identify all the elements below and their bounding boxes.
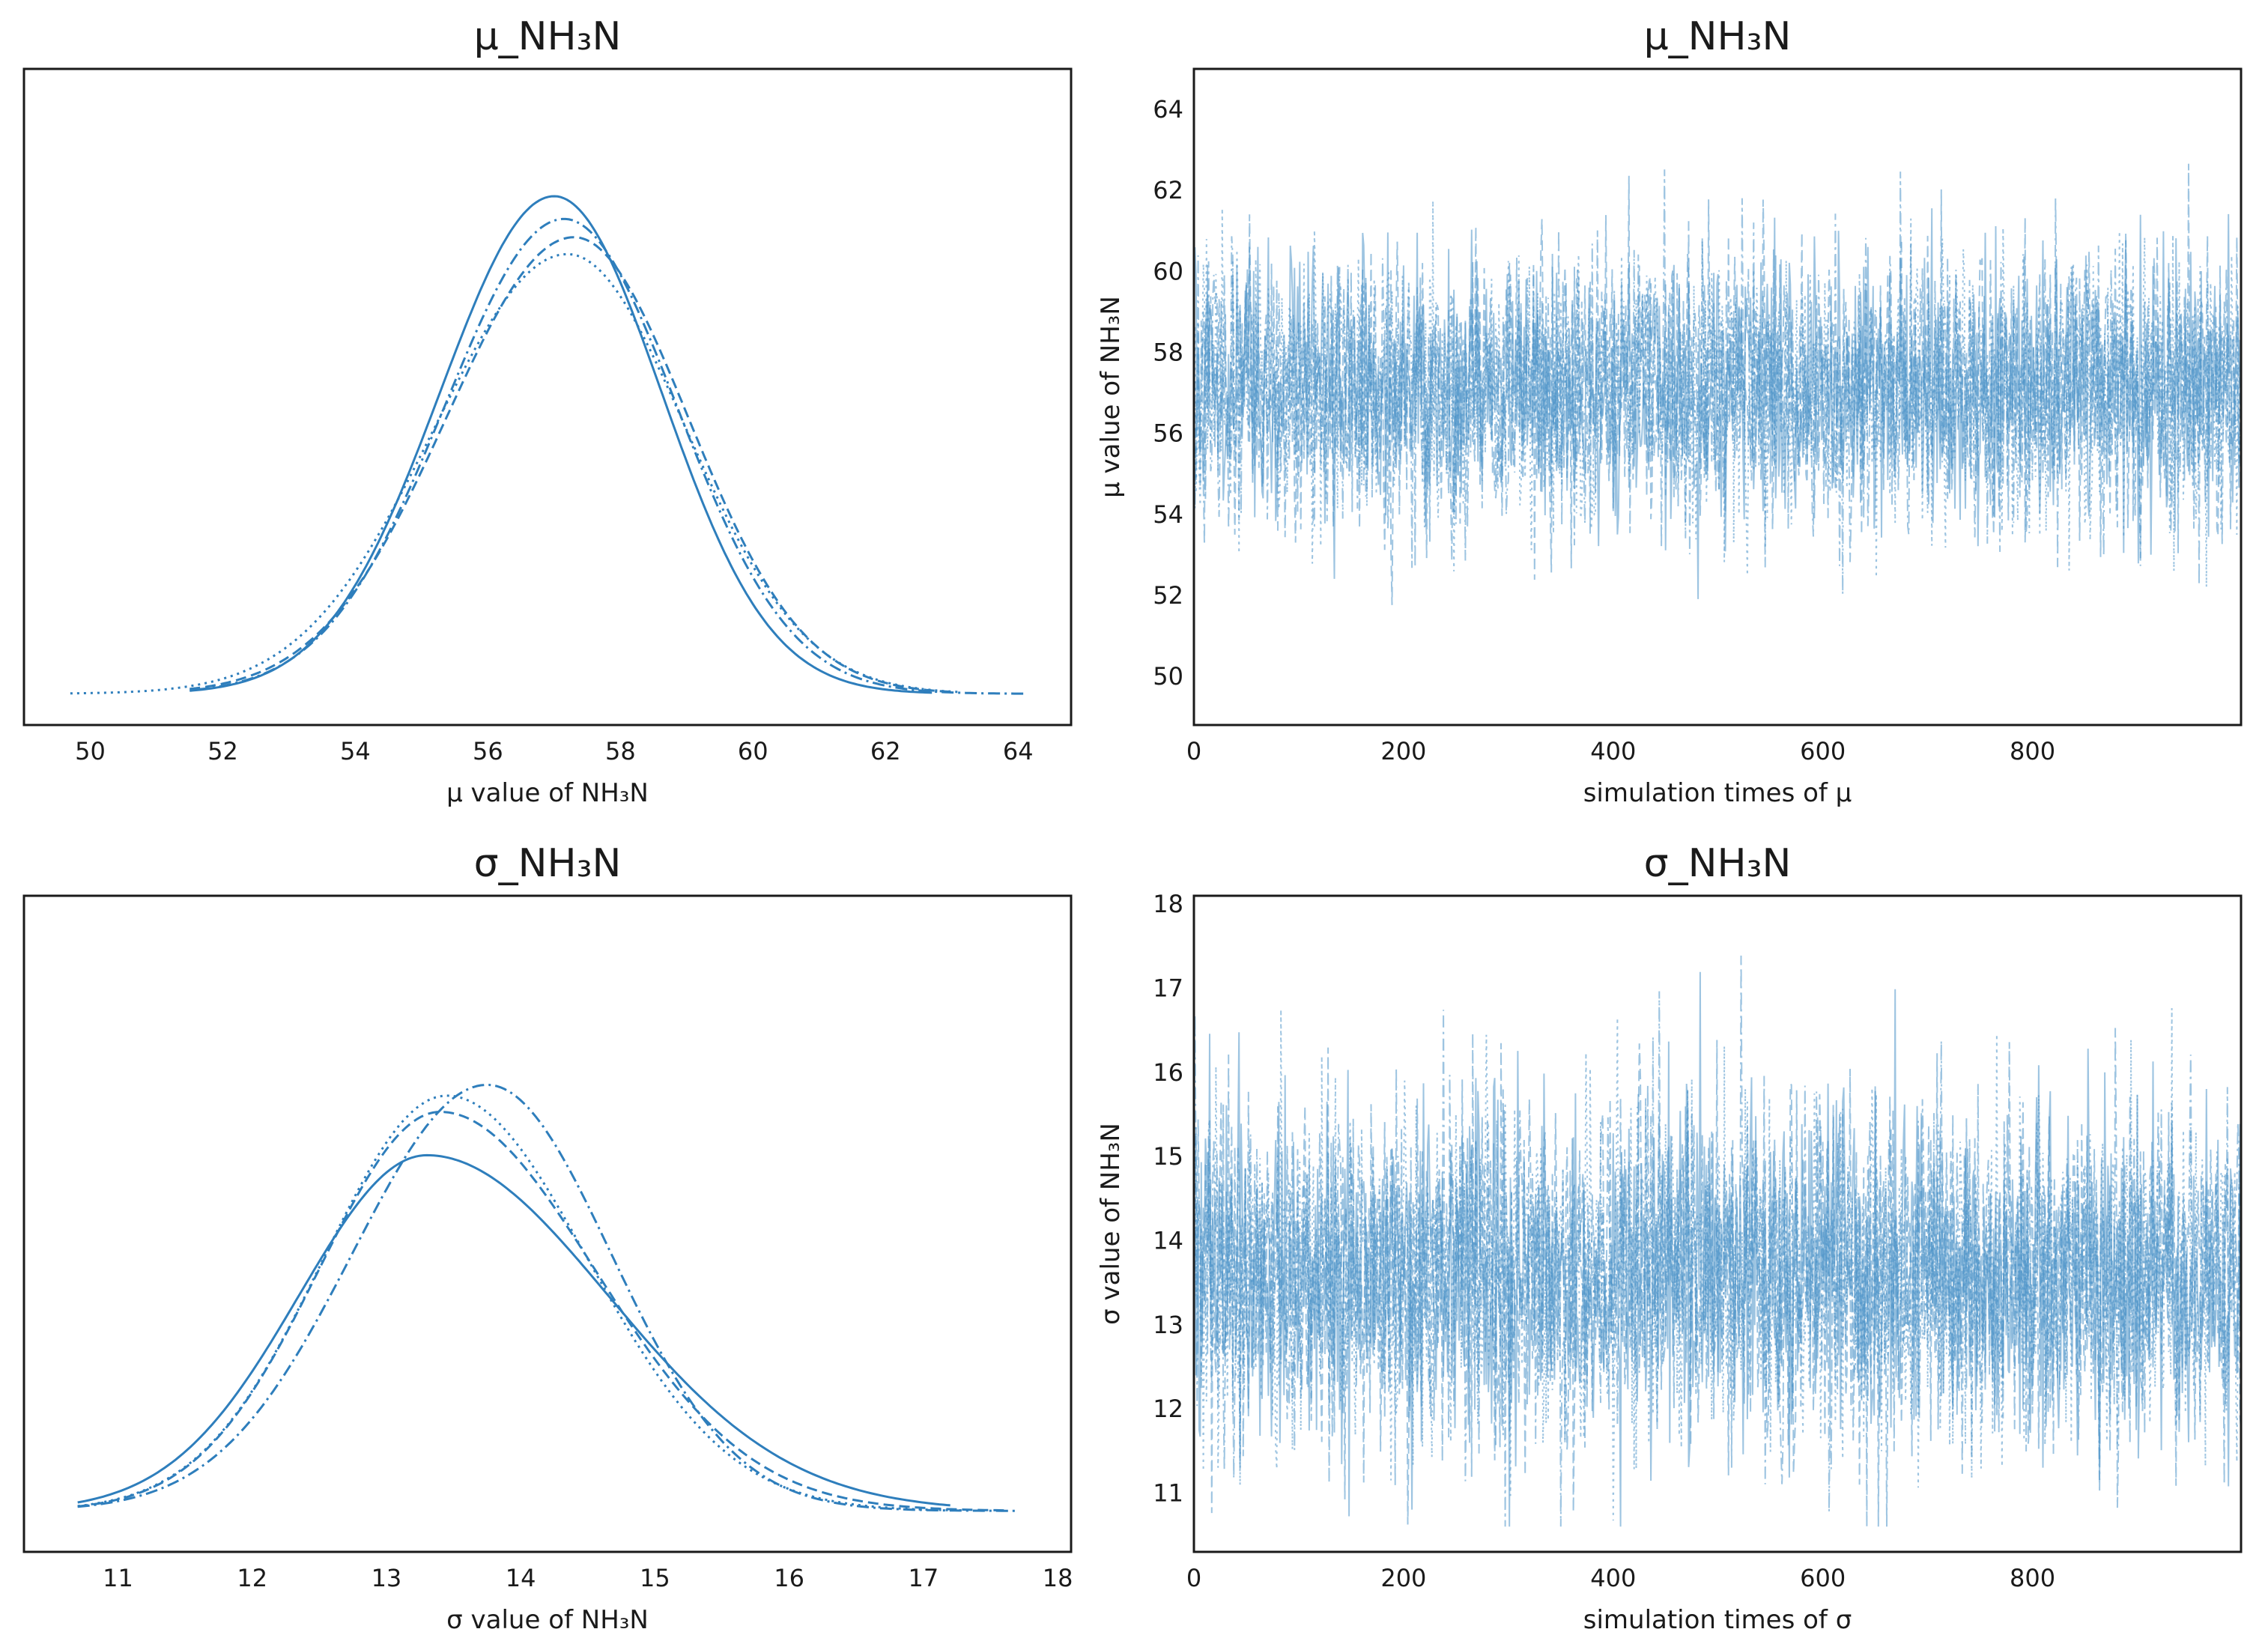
sigma_kde-xtick-label: 12 [237, 1564, 267, 1592]
sigma_kde-chain-2-line [77, 1110, 1004, 1512]
sigma_kde-chain-3-line [77, 1094, 964, 1512]
mu_trace-ytick-label: 52 [1153, 581, 1183, 610]
sigma_kde-xtick-label: 13 [372, 1564, 402, 1592]
mu_kde-xtick-label: 56 [473, 737, 503, 765]
mu_kde-xtick-label: 54 [340, 737, 371, 765]
sigma_kde-xtick-label: 15 [640, 1564, 670, 1592]
sigma_kde-plot-area [77, 1084, 1018, 1512]
sigma_trace-ytick-label: 11 [1153, 1478, 1183, 1507]
sigma_trace-ytick-label: 17 [1153, 974, 1183, 1003]
sigma_trace-xtick-label: 800 [2010, 1564, 2055, 1592]
sigma_trace-ytick-label: 12 [1153, 1395, 1183, 1423]
sigma_kde-xlabel: σ value of NH₃N [446, 1605, 649, 1635]
sigma_kde-chain-1-line [77, 1153, 950, 1507]
mu_trace-chain-2-trace [1194, 163, 2241, 605]
sigma_trace-ytick-label: 16 [1153, 1058, 1183, 1087]
sigma_trace-chain-2-trace [1194, 1033, 2241, 1527]
mu_trace-ytick-label: 50 [1153, 662, 1183, 691]
sigma_trace-xtick-label: 400 [1590, 1564, 1636, 1592]
mu_kde-chain-4-line [195, 217, 1025, 695]
sigma_kde-frame [22, 894, 1073, 1553]
mu_trace-title: μ_NH₃N [1644, 14, 1792, 59]
mu_kde-xtick-label: 60 [738, 737, 768, 765]
sigma_trace-ytick-label: 14 [1153, 1226, 1183, 1255]
mu_trace-xtick-label: 800 [2010, 737, 2055, 765]
mu_kde-xtick-label: 62 [870, 737, 901, 765]
sigma_kde-xtick-label: 18 [1043, 1564, 1073, 1592]
mu_kde-panel: μ_NH₃N 50 52 54 56 58 60 62 64 μ value of NH₃N [22, 14, 1073, 808]
sigma_trace-frame [1192, 894, 2243, 1553]
sigma_trace-chain-4-trace [1194, 955, 2241, 1527]
sigma_trace-xlabel: simulation times of σ [1583, 1605, 1852, 1635]
mu_trace-ylabel: μ value of NH₃N [1096, 296, 1126, 498]
mu_trace-xtick-label: 400 [1590, 737, 1636, 765]
mu_trace-ytick-label: 60 [1153, 257, 1183, 285]
mu_kde-chain-2-line [189, 236, 952, 694]
sigma_trace-plot-area [1194, 955, 2241, 1527]
sigma_trace-xtick-label: 0 [1186, 1564, 1201, 1592]
mu_kde-xtick-label: 50 [75, 737, 106, 765]
sigma_kde-xtick-label: 14 [506, 1564, 536, 1592]
sigma_trace-title: σ_NH₃N [1644, 841, 1792, 886]
mu_kde-xtick-label: 64 [1003, 737, 1034, 765]
sigma_kde-xtick-label: 17 [908, 1564, 939, 1592]
sigma_trace-ylabel: σ value of NH₃N [1096, 1123, 1126, 1325]
mu_trace-panel: μ_NH₃N 0 200 400 600 800 50 52 54 56 58 60 62 64 simul… [1096, 14, 2243, 808]
mu_kde-xtick-label: 58 [605, 737, 636, 765]
mu_trace-ytick-label: 56 [1153, 419, 1183, 448]
mu_trace-xlabel: simulation times of μ [1583, 778, 1852, 808]
mu_kde-xtick-label: 52 [207, 737, 238, 765]
sigma_kde-chain-4-line [77, 1084, 1018, 1512]
mu_trace-ytick-label: 64 [1153, 95, 1183, 124]
mu_trace-ytick-label: 54 [1153, 500, 1183, 529]
mu_trace-xtick-label: 200 [1380, 737, 1426, 765]
sigma_kde-panel: σ_NH₃N 11 12 13 14 15 16 17 18 σ value of NH₃N [22, 841, 1073, 1635]
mu_kde-frame [22, 67, 1073, 727]
mu_trace-chain-4-trace [1194, 169, 2241, 595]
mu_kde-chain-3-line [70, 252, 959, 695]
mu_trace-xtick-label: 0 [1186, 737, 1201, 765]
sigma_trace-ytick-label: 18 [1153, 890, 1183, 918]
sigma_trace-ytick-label: 13 [1153, 1311, 1183, 1339]
mu_trace-plot-area [1194, 163, 2241, 605]
mu_kde-plot-area [70, 195, 1025, 695]
mu_trace-ytick-label: 62 [1153, 176, 1183, 204]
sigma_trace-xtick-label: 200 [1380, 1564, 1426, 1592]
mu_trace-xtick-label: 600 [1800, 737, 1846, 765]
mu_kde-chain-1-line [189, 195, 933, 694]
sigma_kde-xtick-label: 16 [774, 1564, 804, 1592]
sigma_trace-ytick-label: 15 [1153, 1142, 1183, 1171]
sigma_kde-xtick-label: 11 [103, 1564, 133, 1592]
mu_trace-ytick-label: 58 [1153, 339, 1183, 367]
sigma_trace-xtick-label: 600 [1800, 1564, 1846, 1592]
mu_trace-frame [1192, 67, 2243, 727]
mu_kde-xlabel: μ value of NH₃N [446, 778, 649, 808]
mu_kde-title: μ_NH₃N [474, 14, 622, 59]
sigma_trace-panel: σ_NH₃N 0 200 400 600 800 11 12 13 14 15 16 17 18 simul… [1096, 841, 2243, 1635]
sigma_kde-title: σ_NH₃N [474, 841, 622, 886]
